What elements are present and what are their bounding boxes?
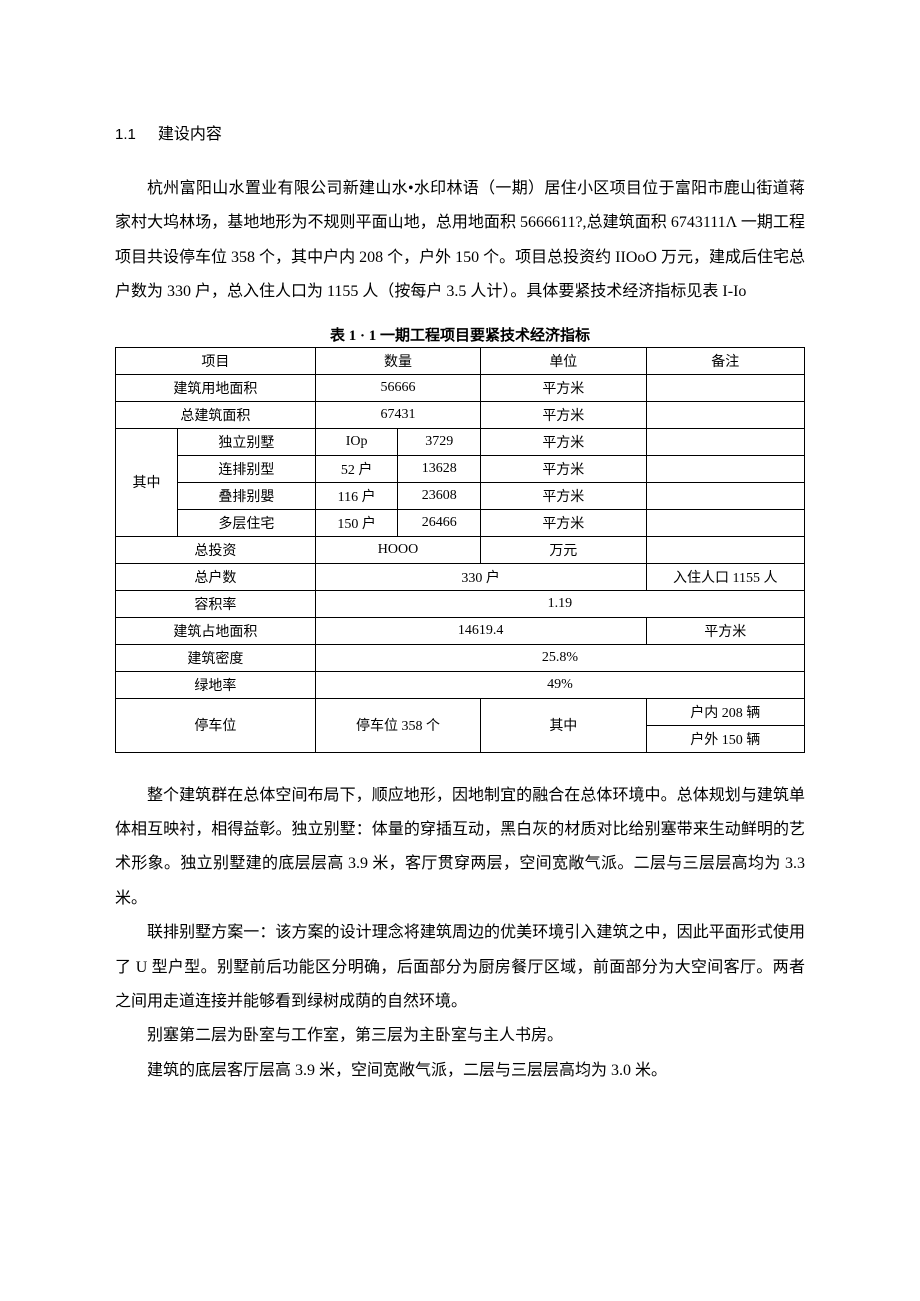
table-cell: 万元 (481, 536, 646, 563)
table-cell: 平方米 (646, 617, 805, 644)
table-cell: 户内 208 辆 (646, 698, 805, 725)
table-cell: 总户数 (116, 563, 316, 590)
table-cell: HOOO (315, 536, 480, 563)
table-header: 备注 (646, 347, 805, 374)
table-caption: 表 1 · 1 一期工程项目要紧技术经济指标 (115, 324, 805, 345)
table-cell: 116 户 (315, 482, 398, 509)
table-row: 多层住宅 150 户 26466 平方米 (116, 509, 805, 536)
table-cell (646, 428, 805, 455)
table-cell: 叠排别嬰 (178, 482, 316, 509)
table-cell: 23608 (398, 482, 481, 509)
table-cell (646, 509, 805, 536)
section-heading: 1.1 建设内容 (115, 120, 805, 144)
table-row: 绿地率 49% (116, 671, 805, 698)
table-cell: 13628 (398, 455, 481, 482)
table-cell: 其中 (116, 428, 178, 536)
table-cell (646, 401, 805, 428)
table-cell: 入住人口 1155 人 (646, 563, 805, 590)
table-cell: 建筑用地面积 (116, 374, 316, 401)
paragraph-body: 建筑的底层客厅层高 3.9 米，空间宽敞气派，二层与三层层高均为 3.0 米。 (115, 1054, 805, 1088)
table-cell: 150 户 (315, 509, 398, 536)
table-cell: 总建筑面积 (116, 401, 316, 428)
table-cell: 67431 (315, 401, 480, 428)
table-row: 总户数 330 户 入住人口 1155 人 (116, 563, 805, 590)
table-row: 建筑密度 25.8% (116, 644, 805, 671)
table-row: 建筑占地面积 14619.4 平方米 (116, 617, 805, 644)
paragraph-body: 整个建筑群在总体空间布局下，顺应地形，因地制宜的融合在总体环境中。总体规划与建筑… (115, 779, 805, 917)
table-cell: 平方米 (481, 374, 646, 401)
table-cell: 连排别型 (178, 455, 316, 482)
table-row: 项目 数量 单位 备注 (116, 347, 805, 374)
table-row: 建筑用地面积 56666 平方米 (116, 374, 805, 401)
paragraph-intro: 杭州富阳山水置业有限公司新建山水•水印林语（一期）居住小区项目位于富阳市鹿山街道… (115, 172, 805, 310)
paragraph-body: 联排别墅方案一：该方案的设计理念将建筑周边的优美环境引入建筑之中，因此平面形式使… (115, 916, 805, 1019)
table-cell: IOp (315, 428, 398, 455)
table-row: 总投资 HOOO 万元 (116, 536, 805, 563)
table-cell: 52 户 (315, 455, 398, 482)
economic-indicators-table: 项目 数量 单位 备注 建筑用地面积 56666 平方米 总建筑面积 67431… (115, 347, 805, 753)
table-cell (646, 374, 805, 401)
table-cell: 3729 (398, 428, 481, 455)
table-cell: 25.8% (315, 644, 804, 671)
table-cell (646, 536, 805, 563)
table-cell: 14619.4 (315, 617, 646, 644)
table-cell: 平方米 (481, 509, 646, 536)
table-cell: 停车位 358 个 (315, 698, 480, 752)
table-cell: 49% (315, 671, 804, 698)
table-cell: 多层住宅 (178, 509, 316, 536)
table-cell: 建筑占地面积 (116, 617, 316, 644)
table-cell: 平方米 (481, 455, 646, 482)
table-cell (646, 482, 805, 509)
table-cell: 独立别墅 (178, 428, 316, 455)
section-title: 建设内容 (158, 120, 222, 144)
table-cell: 建筑密度 (116, 644, 316, 671)
table-row: 其中 独立别墅 IOp 3729 平方米 (116, 428, 805, 455)
table-header: 数量 (315, 347, 480, 374)
table-cell: 平方米 (481, 428, 646, 455)
table-cell: 26466 (398, 509, 481, 536)
table-header: 项目 (116, 347, 316, 374)
table-cell: 56666 (315, 374, 480, 401)
table-cell: 平方米 (481, 401, 646, 428)
table-row: 总建筑面积 67431 平方米 (116, 401, 805, 428)
table-header: 单位 (481, 347, 646, 374)
table-row: 停车位 停车位 358 个 其中 户内 208 辆 (116, 698, 805, 725)
paragraph-body: 别塞第二层为卧室与工作室，第三层为主卧室与主人书房。 (115, 1019, 805, 1053)
table-row: 容积率 1.19 (116, 590, 805, 617)
table-cell: 1.19 (315, 590, 804, 617)
table-cell: 平方米 (481, 482, 646, 509)
table-cell (646, 455, 805, 482)
table-row: 连排别型 52 户 13628 平方米 (116, 455, 805, 482)
table-cell: 其中 (481, 698, 646, 752)
table-cell: 户外 150 辆 (646, 725, 805, 752)
table-cell: 容积率 (116, 590, 316, 617)
table-cell: 绿地率 (116, 671, 316, 698)
table-cell: 330 户 (315, 563, 646, 590)
table-cell: 总投资 (116, 536, 316, 563)
table-cell: 停车位 (116, 698, 316, 752)
table-row: 叠排别嬰 116 户 23608 平方米 (116, 482, 805, 509)
section-number: 1.1 (115, 126, 136, 143)
